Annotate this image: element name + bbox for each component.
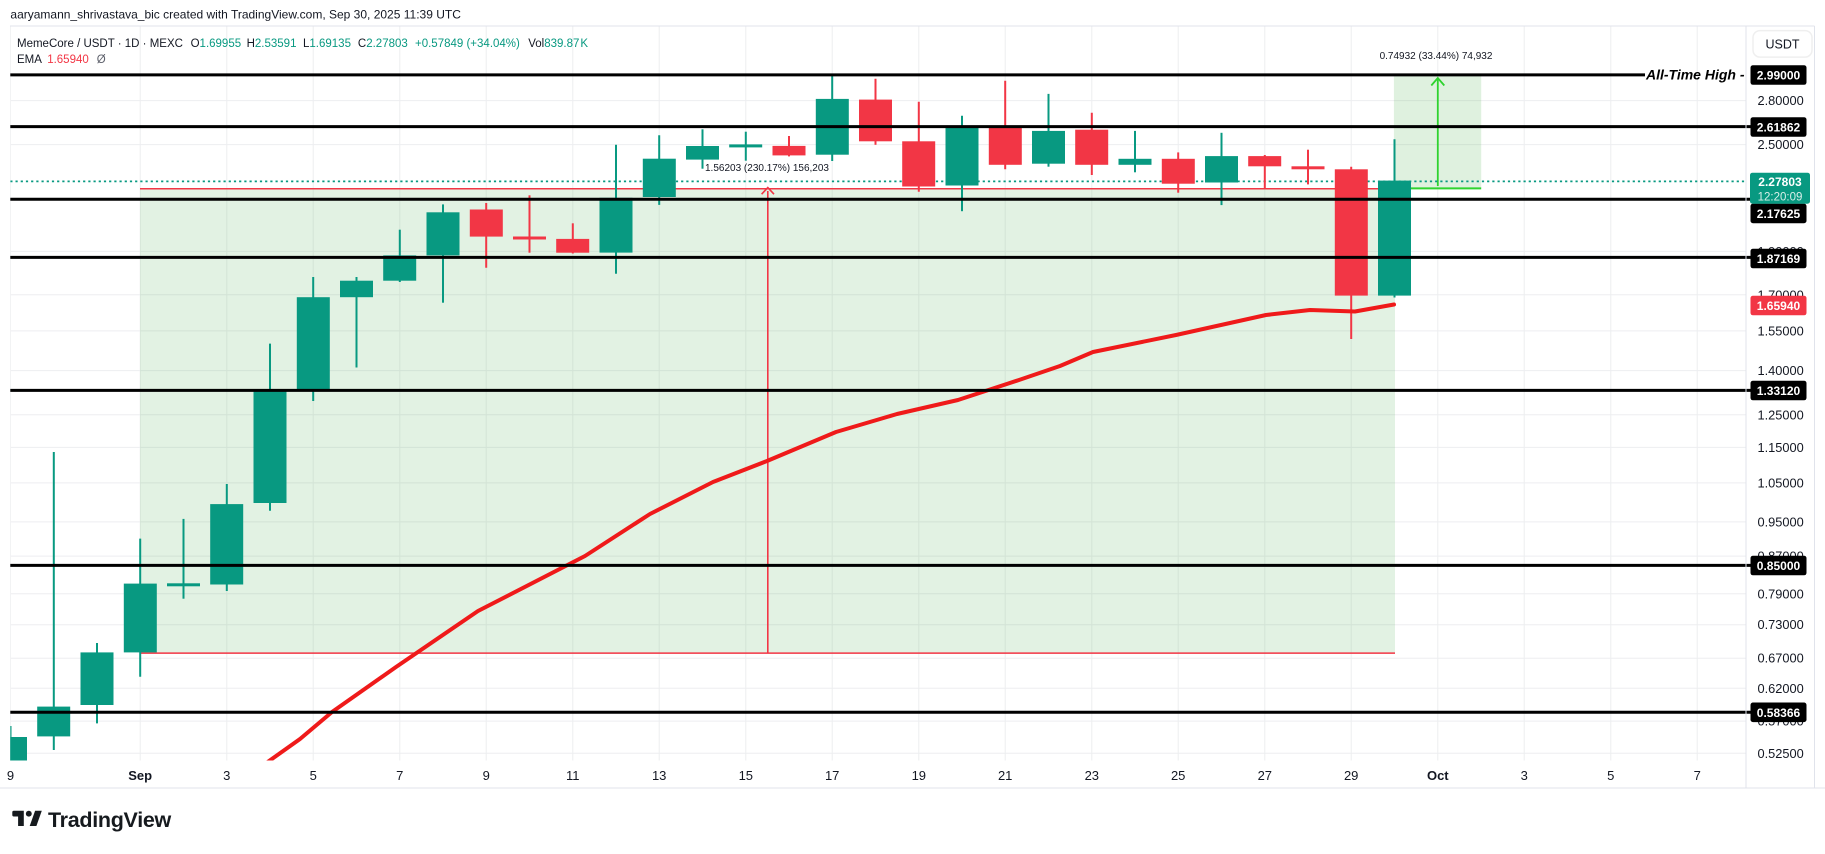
svg-text:1.56203 (230.17%) 156,203: 1.56203 (230.17%) 156,203 (705, 163, 829, 174)
svg-text:2.61862: 2.61862 (1757, 121, 1801, 135)
svg-text:Oct: Oct (1427, 768, 1449, 783)
svg-text:H2.53591: H2.53591 (247, 38, 297, 50)
svg-text:1.65940: 1.65940 (47, 54, 89, 66)
svg-text:11: 11 (566, 768, 580, 783)
svg-text:Vol839.87 K: Vol839.87 K (528, 38, 588, 50)
svg-text:0.58366: 0.58366 (1757, 706, 1801, 720)
svg-text:1.87169: 1.87169 (1757, 252, 1801, 266)
svg-text:2.17625: 2.17625 (1757, 207, 1801, 221)
svg-text:21: 21 (998, 768, 1012, 783)
svg-text:1.25000: 1.25000 (1758, 407, 1804, 422)
svg-text:1.33120: 1.33120 (1757, 384, 1801, 398)
svg-text:17: 17 (825, 768, 839, 783)
svg-text:USDT: USDT (1765, 37, 1799, 51)
svg-text:Sep: Sep (128, 768, 152, 783)
svg-text:2.27803: 2.27803 (1758, 175, 1802, 189)
svg-text:Ø: Ø (97, 54, 106, 66)
svg-text:0.73000: 0.73000 (1758, 617, 1804, 632)
svg-text:5: 5 (1607, 768, 1614, 783)
svg-text:1.65940: 1.65940 (1757, 299, 1801, 313)
svg-text:29: 29 (1344, 768, 1358, 783)
svg-text:1.05000: 1.05000 (1758, 475, 1804, 490)
svg-text:1.55000: 1.55000 (1758, 323, 1804, 338)
svg-text:2.50000: 2.50000 (1758, 137, 1804, 152)
svg-text:+0.57849 (+34.04%): +0.57849 (+34.04%) (415, 38, 520, 50)
svg-text:O1.69955: O1.69955 (191, 38, 242, 50)
svg-text:5: 5 (310, 768, 317, 783)
svg-text:C2.27803: C2.27803 (358, 38, 408, 50)
svg-text:aaryamann_shrivastava_bic crea: aaryamann_shrivastava_bic created with T… (10, 8, 461, 22)
svg-text:2.80000: 2.80000 (1758, 93, 1804, 108)
svg-text:19: 19 (912, 768, 926, 783)
svg-text:0.67000: 0.67000 (1758, 651, 1804, 666)
svg-text:L1.69135: L1.69135 (303, 38, 351, 50)
svg-text:0.85000: 0.85000 (1757, 559, 1801, 573)
svg-text:9: 9 (483, 768, 490, 783)
svg-text:0.52500: 0.52500 (1758, 746, 1804, 761)
svg-text:0.95000: 0.95000 (1758, 514, 1804, 529)
svg-text:TradingView: TradingView (48, 808, 172, 832)
svg-text:MemeCore / USDT · 1D · MEXC: MemeCore / USDT · 1D · MEXC (17, 38, 183, 50)
svg-text:15: 15 (739, 768, 753, 783)
svg-text:3: 3 (223, 768, 230, 783)
svg-text:7: 7 (396, 768, 403, 783)
svg-text:9: 9 (7, 768, 14, 783)
svg-text:All-Time High -: All-Time High - (1645, 67, 1745, 83)
svg-text:0.74932 (33.44%) 74,932: 0.74932 (33.44%) 74,932 (1380, 51, 1493, 62)
svg-text:7: 7 (1694, 768, 1701, 783)
svg-text:1.15000: 1.15000 (1758, 440, 1804, 455)
svg-text:27: 27 (1258, 768, 1272, 783)
svg-text:EMA: EMA (17, 54, 42, 66)
svg-text:3: 3 (1521, 768, 1528, 783)
svg-text:0.79000: 0.79000 (1758, 586, 1804, 601)
svg-text:2.99000: 2.99000 (1757, 69, 1801, 83)
svg-text:13: 13 (652, 768, 666, 783)
svg-text:0.62000: 0.62000 (1758, 681, 1804, 696)
svg-text:12:20:09: 12:20:09 (1758, 192, 1803, 204)
svg-text:25: 25 (1171, 768, 1185, 783)
svg-text:23: 23 (1085, 768, 1099, 783)
svg-text:1.40000: 1.40000 (1758, 363, 1804, 378)
